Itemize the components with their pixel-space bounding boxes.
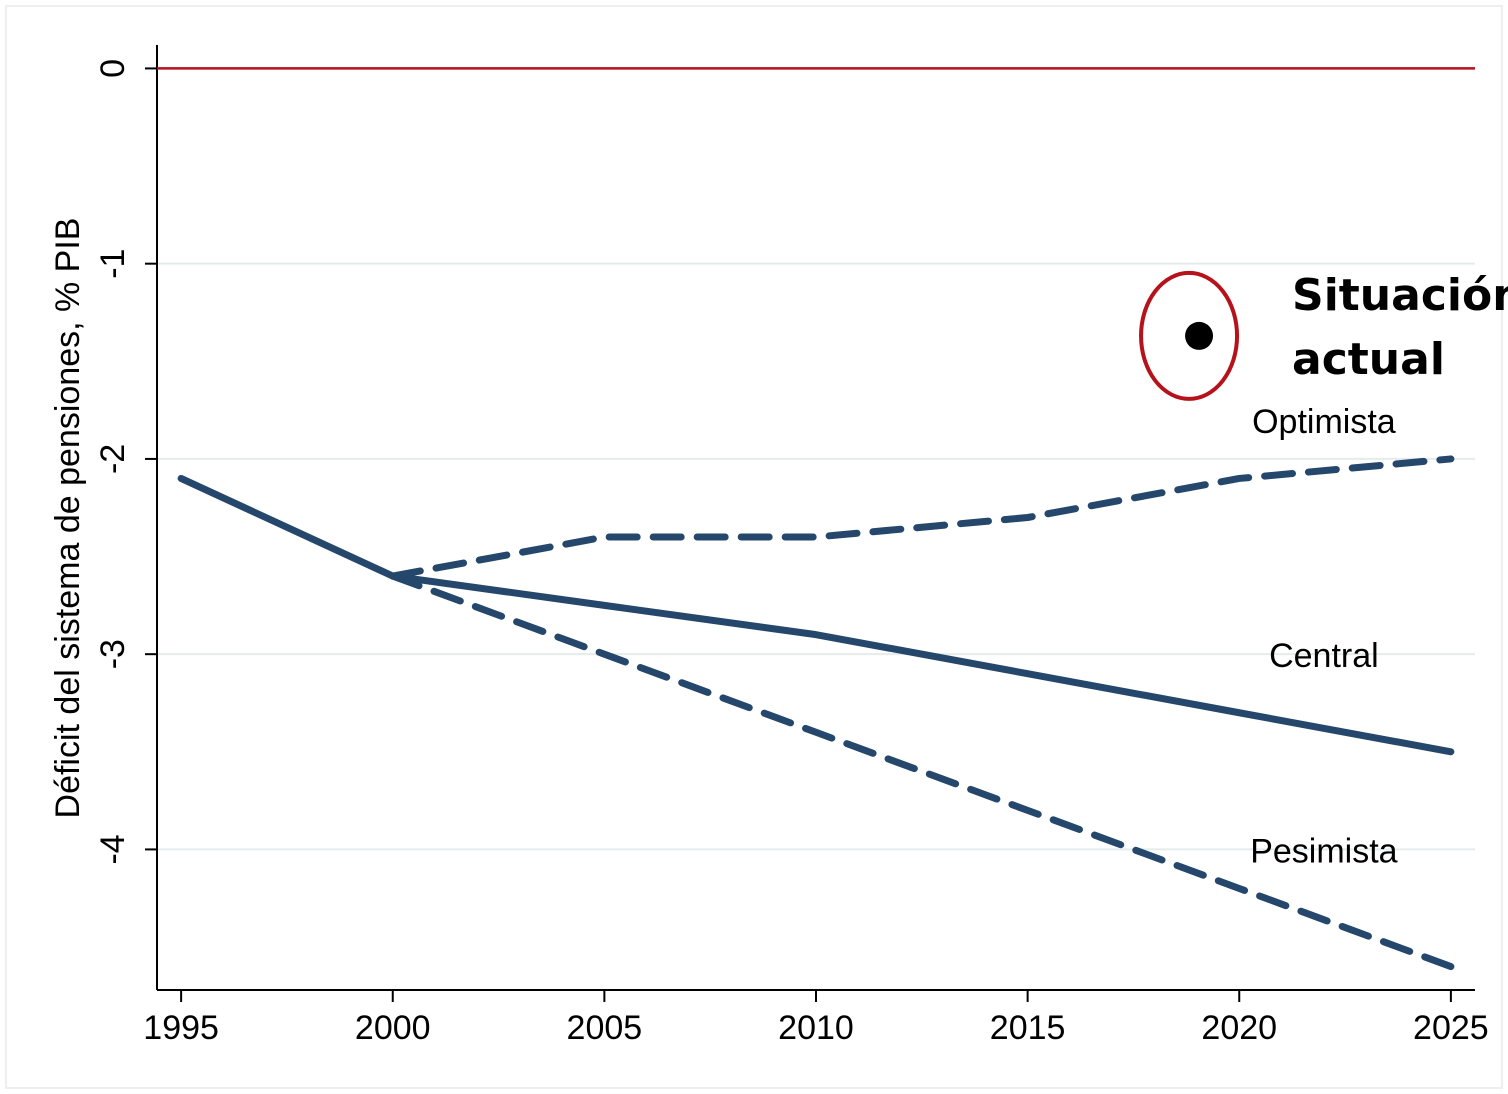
- series-label: Central: [1269, 637, 1379, 675]
- series-label: Pesimista: [1250, 832, 1397, 870]
- y-tick-label: -4: [94, 834, 132, 864]
- y-tick-label: 0: [94, 59, 132, 78]
- x-tick-label: 2005: [567, 1009, 643, 1047]
- highlight-ring: [1139, 270, 1240, 401]
- x-tick-label: 2015: [990, 1009, 1066, 1047]
- series-label: Optimista: [1252, 403, 1396, 441]
- x-tick-label: 2010: [778, 1009, 854, 1047]
- series-line: [389, 572, 1455, 971]
- x-tick-label: 2025: [1413, 1009, 1489, 1047]
- annotation: actual: [1292, 334, 1445, 385]
- y-tick-label: -3: [94, 639, 132, 669]
- x-tick-label: 1995: [143, 1009, 219, 1047]
- annotation: Situación: [1292, 270, 1508, 321]
- frame: [5, 5, 1503, 1089]
- x-tick-label: 2000: [355, 1009, 431, 1047]
- series-line: [389, 455, 1455, 580]
- series-line: [177, 474, 1455, 756]
- y-axis-label: Déficit del sistema de pensiones, % PIB: [49, 218, 87, 819]
- x-tick-label: 2020: [1201, 1009, 1277, 1047]
- y-tick-label: -1: [94, 249, 132, 279]
- point: [1185, 321, 1214, 350]
- y-tick-label: -2: [94, 444, 132, 474]
